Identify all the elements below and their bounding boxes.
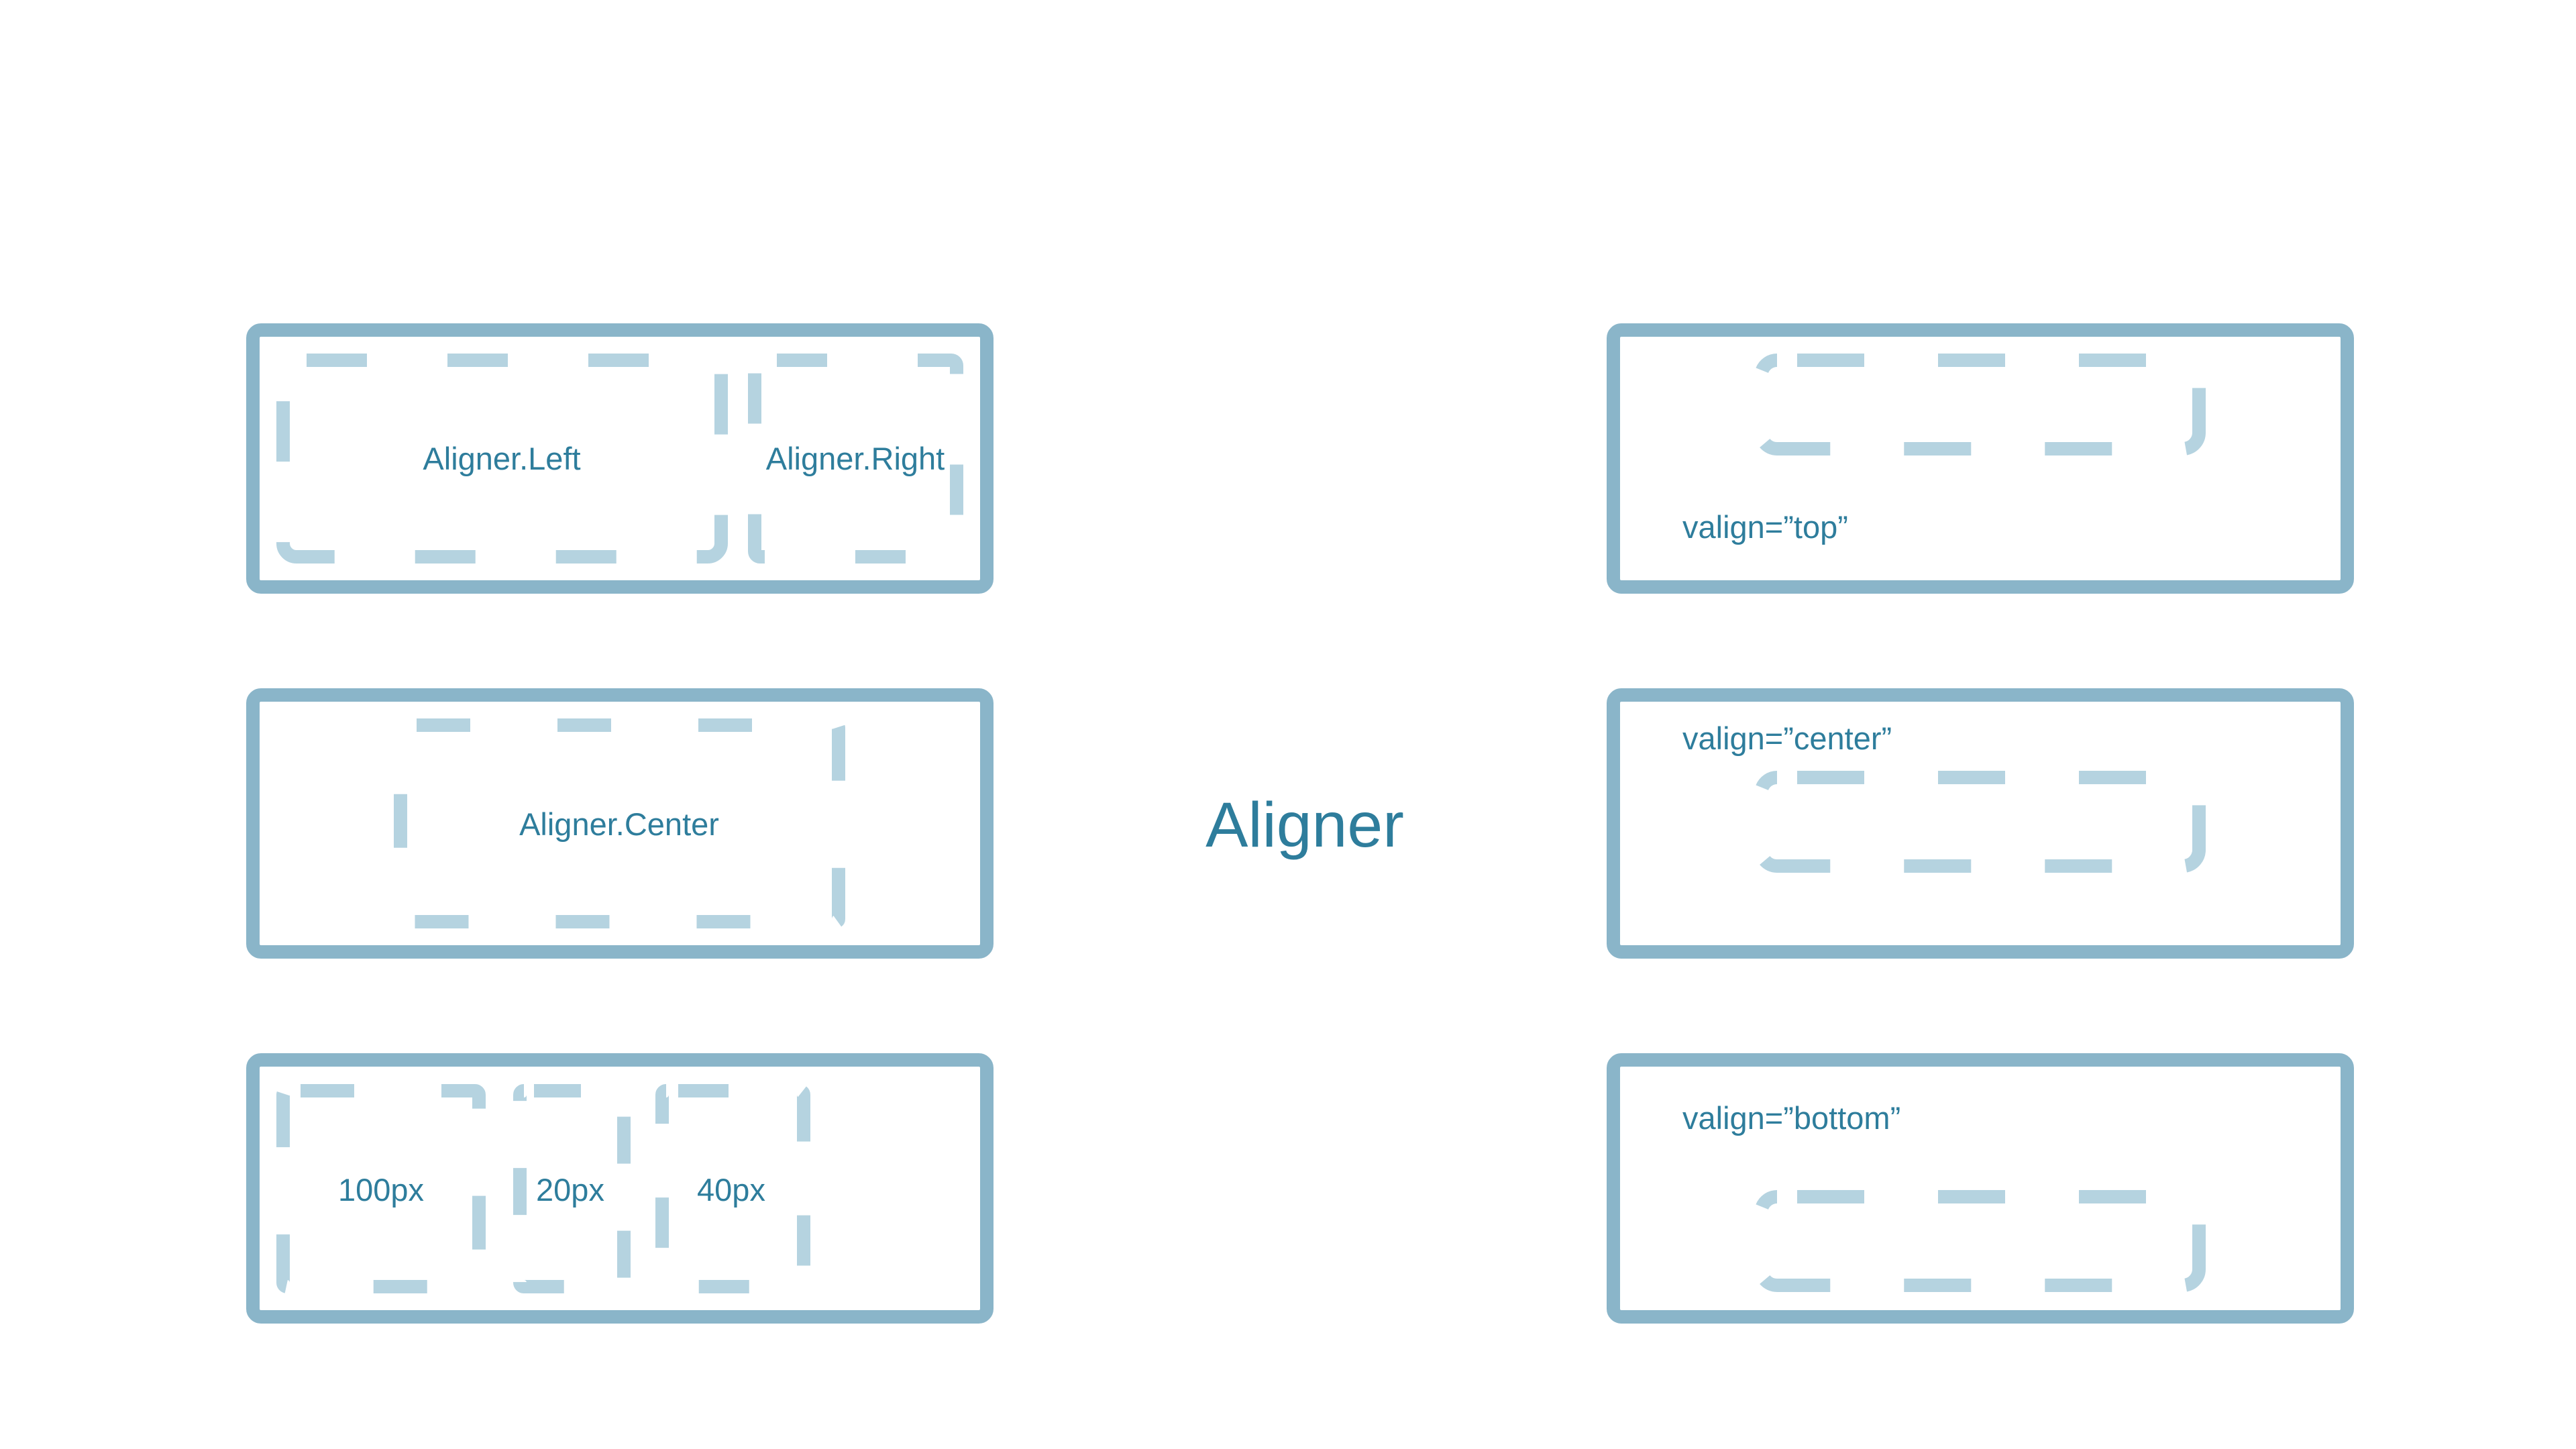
label-40px: 40px: [697, 1172, 765, 1208]
slot-top: [1754, 354, 2206, 455]
panel-frame: [1607, 688, 2354, 959]
slot-center: [394, 718, 845, 928]
label-20px: 20px: [536, 1172, 604, 1208]
panel-left-right: Aligner.Left Aligner.Right: [246, 323, 994, 594]
label-valign-center: valign=”center”: [1682, 720, 1892, 756]
slot-40px: [655, 1084, 810, 1293]
label-valign-top: valign=”top”: [1682, 509, 1848, 545]
slot-bottom: [1754, 1190, 2206, 1292]
slot-center-v: [1754, 771, 2206, 873]
slot-left: [276, 354, 728, 564]
label-valign-bottom: valign=”bottom”: [1682, 1100, 1900, 1136]
label-100px: 100px: [338, 1172, 424, 1208]
panel-valign-bottom: valign=”bottom”: [1607, 1053, 2354, 1324]
label-aligner-center: Aligner.Center: [519, 806, 719, 842]
panel-frame: [246, 688, 994, 959]
panel-frame: [1607, 323, 2354, 594]
panel-frame: [246, 323, 994, 594]
panel-frame: [1607, 1053, 2354, 1324]
panel-center: Aligner.Center: [246, 688, 994, 959]
panel-frame: [246, 1053, 994, 1324]
label-aligner-left: Aligner.Left: [423, 441, 580, 476]
label-aligner-right: Aligner.Right: [766, 441, 945, 476]
slot-100px: [276, 1084, 486, 1293]
panel-fixed-widths: 100px 20px 40px: [246, 1053, 994, 1324]
panel-valign-top: valign=”top”: [1607, 323, 2354, 594]
diagram-title: Aligner: [1205, 790, 1404, 861]
slot-right: [748, 354, 963, 564]
panel-valign-center: valign=”center”: [1607, 688, 2354, 959]
slot-20px: [513, 1084, 631, 1293]
